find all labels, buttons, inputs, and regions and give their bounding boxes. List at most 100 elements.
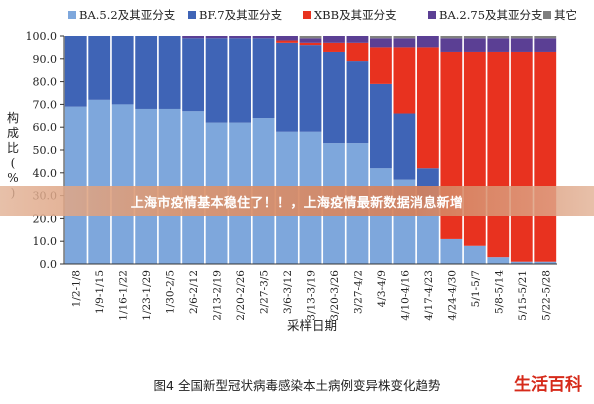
site-logo: 生活百科 — [514, 375, 582, 395]
bar-14-series-2 — [393, 47, 416, 114]
bar-20-series-2 — [534, 51, 557, 262]
bar-6-series-3 — [205, 36, 228, 39]
x-tick-label-17: 5/1-5/7 — [470, 270, 482, 307]
y-axis: 0.010.020.030.040.050.060.070.080.090.01… — [26, 30, 65, 271]
bar-4-series-1 — [158, 36, 181, 109]
bar-19-series-0 — [510, 261, 533, 264]
x-tick-label-3: 1/23-1/29 — [141, 270, 153, 321]
bar-17-series-4 — [463, 36, 486, 39]
bar-20-series-4 — [534, 36, 557, 39]
x-tick-label-14: 4/10-4/16 — [399, 270, 411, 321]
x-tick-label-15: 4/17-4/23 — [423, 270, 435, 321]
bar-17-series-0 — [463, 245, 486, 264]
legend-label-1: BF.7及其亚分支 — [199, 8, 283, 22]
y-tick-label-6: 60.0 — [33, 121, 58, 134]
bar-16-series-4 — [440, 36, 463, 39]
bar-14-series-3 — [393, 38, 416, 48]
bar-8-series-1 — [252, 38, 275, 119]
bar-12-series-3 — [346, 36, 369, 43]
bar-10-series-2 — [299, 42, 322, 46]
bar-13-series-1 — [370, 83, 392, 169]
bar-15-series-3 — [416, 36, 439, 48]
bar-7-series-1 — [229, 38, 251, 123]
x-tick-label-9: 3/6-3/12 — [282, 270, 294, 314]
bar-10-series-3 — [299, 38, 322, 43]
bar-5-series-3 — [182, 36, 205, 39]
bar-12-series-1 — [346, 61, 369, 144]
bar-14-series-1 — [393, 113, 416, 180]
bar-13-series-4 — [370, 36, 392, 39]
bar-15-series-2 — [416, 47, 439, 169]
headline-banner: 上海市疫情基本稳住了！！，上海疫情最新数据消息新增 — [0, 186, 594, 216]
bar-10-series-4 — [299, 36, 322, 39]
y-tick-label-0: 0.0 — [40, 258, 58, 271]
x-tick-label-20: 5/22-5/28 — [540, 270, 552, 321]
bar-19-series-3 — [510, 38, 533, 52]
bar-18-series-2 — [487, 51, 510, 258]
x-tick-label-16: 4/24-4/30 — [446, 270, 458, 321]
bar-3-series-1 — [135, 36, 158, 109]
x-tick-label-2: 1/16-1/22 — [118, 270, 130, 321]
bar-12-series-2 — [346, 42, 369, 62]
bar-5-series-1 — [182, 38, 205, 112]
x-axis-label: 采样日期 — [287, 318, 337, 333]
bar-2-series-0 — [111, 104, 134, 265]
legend-label-3: BA.2.75及其亚分支 — [439, 8, 543, 22]
legend-label-4: 其它 — [554, 8, 577, 22]
x-tick-label-12: 3/27-4/2 — [353, 270, 365, 314]
bar-9-series-1 — [276, 42, 298, 132]
legend-swatch-0 — [68, 11, 76, 19]
bar-18-series-3 — [487, 38, 510, 52]
bar-17-series-3 — [463, 38, 486, 52]
y-tick-label-4: 40.0 — [33, 167, 58, 180]
y-tick-label-7: 70.0 — [33, 98, 58, 111]
bar-2-series-1 — [111, 36, 134, 105]
x-axis: 1/2-1/8 1/9-1/15 1/16-1/22 1/23-1/29 1/30-2/… — [64, 263, 557, 321]
bar-7-series-3 — [229, 36, 251, 39]
bar-15-series-0 — [416, 202, 439, 264]
bar-20-series-0 — [534, 261, 557, 264]
x-tick-label-11: 3/20-3/26 — [329, 270, 341, 321]
y-tick-label-1: 10.0 — [33, 235, 58, 248]
bar-16-series-3 — [440, 38, 463, 52]
bar-0-series-0 — [64, 106, 87, 265]
y-tick-label-10: 100.0 — [26, 30, 58, 43]
bar-1-series-1 — [88, 36, 111, 100]
figure-caption: 图4 全国新型冠状病毒感染本土病例变异株变化趋势 — [153, 378, 441, 393]
x-tick-label-19: 5/15-5/21 — [517, 270, 529, 321]
bar-20-series-3 — [534, 38, 557, 52]
y-tick-label-9: 90.0 — [33, 53, 58, 66]
x-tick-label-18: 5/8-5/14 — [493, 270, 505, 314]
legend-swatch-3 — [428, 11, 436, 19]
plot-area — [64, 36, 557, 265]
bar-14-series-4 — [393, 36, 416, 39]
bar-8-series-3 — [252, 36, 275, 39]
bar-13-series-3 — [370, 38, 392, 48]
bar-11-series-3 — [323, 36, 345, 43]
x-tick-label-13: 4/3-4/9 — [376, 270, 388, 307]
bar-13-series-0 — [370, 168, 392, 264]
legend-label-2: XBB及其亚分支 — [314, 8, 397, 22]
headline-text: 上海市疫情基本稳住了！！，上海疫情最新数据消息新增 — [130, 195, 464, 211]
bar-0-series-1 — [64, 36, 87, 107]
bar-10-series-1 — [299, 45, 322, 132]
y-tick-label-5: 50.0 — [33, 144, 58, 157]
x-tick-label-7: 2/20-2/26 — [235, 270, 247, 321]
bar-18-series-0 — [487, 257, 510, 264]
x-tick-label-0: 1/2-1/8 — [71, 270, 83, 307]
y-tick-label-8: 80.0 — [33, 76, 58, 89]
bar-11-series-2 — [323, 42, 345, 52]
bar-18-series-4 — [487, 36, 510, 39]
x-tick-label-6: 2/13-2/19 — [212, 270, 224, 321]
chart-legend: BA.5.2及其亚分支 BF.7及其亚分支 XBB及其亚分支 BA.2.75及其亚分支… — [68, 8, 577, 22]
bar-19-series-2 — [510, 51, 533, 262]
x-tick-label-10: 3/13-3/19 — [306, 270, 318, 321]
x-tick-label-1: 1/9-1/15 — [94, 270, 106, 314]
x-tick-label-4: 1/30-2/5 — [165, 270, 177, 314]
bar-17-series-2 — [463, 51, 486, 246]
x-tick-label-5: 2/6-2/12 — [188, 270, 200, 314]
x-tick-label-8: 2/27-3/5 — [259, 270, 271, 314]
bar-16-series-0 — [440, 238, 463, 264]
legend-label-0: BA.5.2及其亚分支 — [79, 8, 176, 22]
